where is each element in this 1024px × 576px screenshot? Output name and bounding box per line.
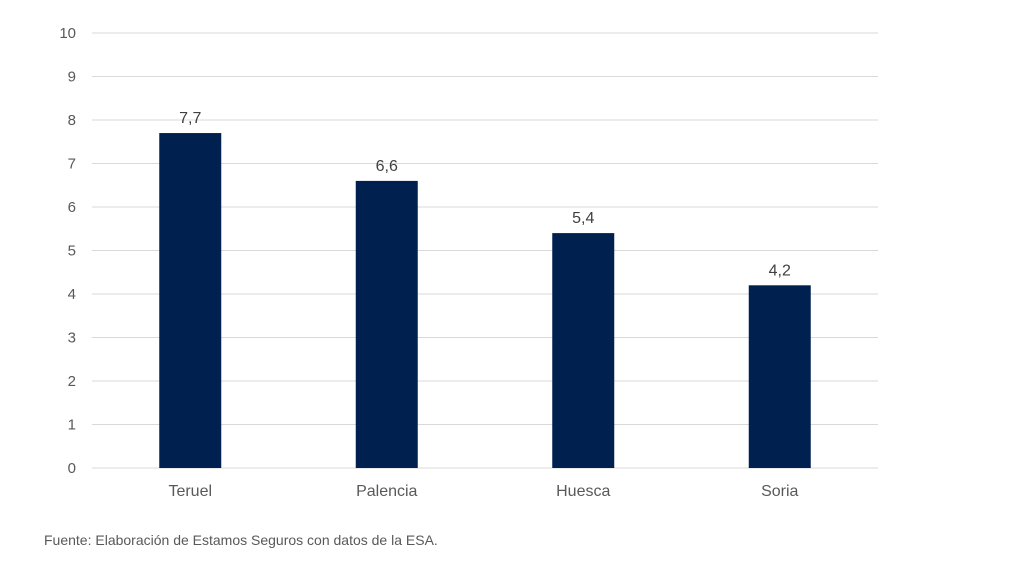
source-note: Fuente: Elaboración de Estamos Seguros c… xyxy=(44,532,438,548)
x-category-label: Teruel xyxy=(168,483,212,500)
bar-teruel xyxy=(159,133,222,469)
y-tick-label: 6 xyxy=(68,199,76,216)
y-tick-label: 10 xyxy=(59,25,76,42)
x-category-label: Soria xyxy=(761,483,798,500)
data-label: 5,4 xyxy=(572,210,594,227)
x-category-label: Palencia xyxy=(356,483,417,500)
data-label: 6,6 xyxy=(376,158,398,175)
gridlines xyxy=(92,32,878,469)
bar-huesca xyxy=(552,233,615,468)
y-tick-label: 1 xyxy=(68,417,76,434)
y-axis-ticks: 0 1 2 3 4 5 6 7 8 9 10 xyxy=(59,25,76,477)
y-tick-label: 0 xyxy=(68,460,76,477)
x-category-label: Huesca xyxy=(556,483,610,500)
y-tick-label: 2 xyxy=(68,373,76,390)
y-tick-label: 9 xyxy=(68,69,76,86)
data-label: 7,7 xyxy=(179,110,201,127)
data-label: 4,2 xyxy=(769,262,791,279)
x-axis-categories: Teruel Palencia Huesca Soria xyxy=(168,483,798,500)
y-tick-label: 7 xyxy=(68,156,76,173)
bars xyxy=(159,133,811,469)
data-labels: 7,7 6,6 5,4 4,2 xyxy=(179,110,791,279)
bar-palencia xyxy=(355,180,418,468)
y-tick-label: 5 xyxy=(68,243,76,260)
y-tick-label: 4 xyxy=(68,286,76,303)
y-tick-label: 8 xyxy=(68,112,76,129)
bar-soria xyxy=(748,285,811,468)
y-tick-label: 3 xyxy=(68,330,76,347)
